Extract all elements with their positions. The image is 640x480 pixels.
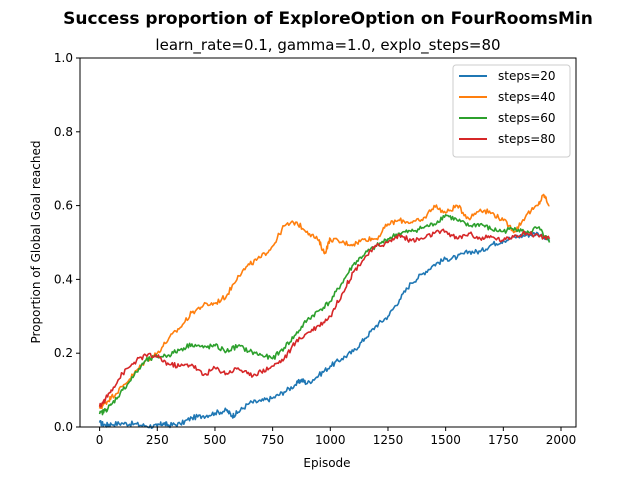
legend-box xyxy=(452,64,571,158)
chart-subtitle: learn_rate=0.1, gamma=1.0, explo_steps=8… xyxy=(155,36,500,55)
x-tick-label: 0 xyxy=(96,433,104,447)
series-line-steps-20 xyxy=(98,231,551,429)
x-tick-label: 1000 xyxy=(315,433,346,447)
axes: 0 250 500 750 1000 1250 1500 1750 2000 0.0 0.2 0.4 0… xyxy=(54,51,577,447)
series-line-steps-60 xyxy=(98,214,551,416)
y-tick-label: 0.4 xyxy=(54,272,73,286)
x-tick-label: 1500 xyxy=(430,433,461,447)
axes-frame xyxy=(79,57,577,428)
series-line-steps-40 xyxy=(98,193,550,410)
series-line-steps-80 xyxy=(98,228,551,408)
legend-label: steps=40 xyxy=(498,90,556,104)
chart-title: Success proportion of ExploreOption on F… xyxy=(63,9,593,29)
y-tick-label: 0.6 xyxy=(54,199,73,213)
legend: steps=20 steps=40 steps=60 steps=80 xyxy=(452,64,571,158)
y-tick-label: 0.8 xyxy=(54,125,73,139)
x-tick-label: 1750 xyxy=(488,433,519,447)
y-axis-label: Proportion of Global Goal reached xyxy=(29,141,43,344)
x-tick-label: 500 xyxy=(204,433,227,447)
x-tick-label: 1250 xyxy=(373,433,404,447)
y-tick-label: 0.0 xyxy=(54,420,73,434)
y-tick-label: 1.0 xyxy=(54,51,73,65)
x-axis-label: Episode xyxy=(303,456,350,470)
plot-area xyxy=(98,193,551,429)
legend-label: steps=60 xyxy=(498,111,556,125)
legend-label: steps=20 xyxy=(498,69,556,83)
legend-label: steps=80 xyxy=(498,132,556,146)
x-tick-label: 750 xyxy=(261,433,284,447)
x-tick-label: 2000 xyxy=(546,433,577,447)
x-tick-label: 250 xyxy=(146,433,169,447)
y-tick-label: 0.2 xyxy=(54,346,73,360)
